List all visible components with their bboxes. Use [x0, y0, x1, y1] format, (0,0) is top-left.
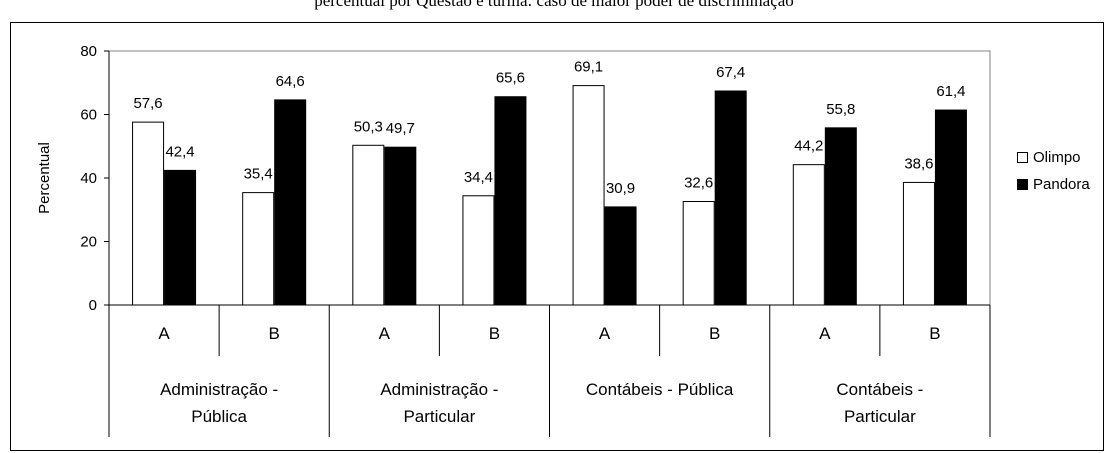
x-tick-label: B [269, 324, 280, 343]
legend-swatch-pandora [1017, 178, 1028, 190]
bar-olimpo [682, 200, 715, 306]
legend-label-pandora: Pandora [1033, 176, 1090, 193]
data-label-pandora: 49,7 [386, 120, 415, 137]
group-label: Contábeis - Pública [586, 380, 734, 399]
group-label: Administração - [160, 380, 278, 399]
bar-pandora [604, 206, 637, 306]
data-label-pandora: 67,4 [716, 64, 745, 81]
chart-title: percentual por Questão e turma: caso de … [314, 0, 794, 10]
group-label: Particular [844, 407, 916, 426]
x-tick-label: B [489, 324, 500, 343]
x-tick-label: A [158, 324, 170, 343]
data-label-pandora: 55,8 [826, 101, 855, 118]
bar-pandora [934, 109, 967, 306]
chart-title-strip: percentual por Questão e turma: caso de … [0, 0, 1108, 14]
data-label-pandora: 30,9 [606, 180, 635, 197]
data-label-pandora: 42,4 [165, 143, 194, 160]
bar-pandora [824, 127, 857, 306]
legend-item-pandora: Pandora [1017, 175, 1090, 195]
x-tick-label: B [709, 324, 720, 343]
data-label-olimpo: 32,6 [684, 174, 713, 191]
data-label-olimpo: 50,3 [354, 118, 383, 135]
data-label-olimpo: 44,2 [794, 138, 823, 155]
data-label-olimpo: 35,4 [244, 166, 273, 183]
x-tick-label: A [379, 324, 391, 343]
plot-area [108, 50, 991, 306]
data-label-olimpo: 69,1 [574, 59, 603, 76]
x-tick-label: A [599, 324, 611, 343]
y-tick-label: 20 [80, 234, 97, 251]
y-tick-label: 60 [80, 107, 97, 124]
bar-pandora [164, 169, 197, 306]
group-label: Administração - [380, 380, 498, 399]
bar-olimpo [902, 181, 935, 306]
bar-olimpo [462, 195, 495, 306]
data-label-pandora: 61,4 [936, 83, 965, 100]
data-label-olimpo: 57,6 [133, 95, 162, 112]
bar-olimpo [242, 192, 275, 306]
x-tick-label: B [929, 324, 940, 343]
y-tick-label: 80 [80, 43, 97, 60]
legend-label-olimpo: Olimpo [1033, 149, 1081, 166]
x-tick-label: A [819, 324, 831, 343]
group-label: Particular [403, 407, 475, 426]
data-label-pandora: 64,6 [276, 73, 305, 90]
bar-pandora [714, 90, 747, 306]
bar-pandora [384, 146, 417, 306]
bar-pandora [274, 99, 307, 306]
data-label-pandora: 65,6 [496, 70, 525, 87]
group-label: Pública [191, 407, 247, 426]
group-label: Contábeis - [836, 380, 923, 399]
chart-frame [10, 22, 1104, 451]
y-tick-label: 0 [89, 297, 97, 314]
data-label-olimpo: 34,4 [464, 169, 493, 186]
legend-swatch-olimpo [1017, 151, 1028, 163]
y-tick-label: 40 [80, 170, 97, 187]
y-axis-label: Percentual [36, 142, 53, 214]
bar-pandora [494, 96, 527, 306]
bar-olimpo [572, 85, 605, 306]
data-label-olimpo: 38,6 [904, 155, 933, 172]
bar-olimpo [132, 121, 165, 306]
bar-olimpo [352, 144, 385, 306]
legend-item-olimpo: Olimpo [1017, 148, 1081, 168]
bar-olimpo [792, 164, 825, 306]
